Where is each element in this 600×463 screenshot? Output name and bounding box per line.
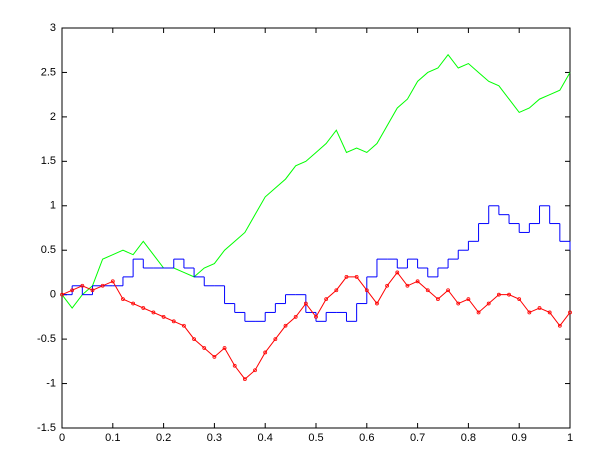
point-marker — [90, 288, 95, 293]
y-tick-label: 2 — [50, 111, 56, 123]
point-marker — [100, 283, 105, 288]
point-marker — [293, 314, 298, 319]
point-marker — [507, 292, 511, 297]
point-marker — [425, 288, 430, 293]
point-marker — [547, 310, 552, 315]
point-marker — [344, 274, 349, 279]
x-tick-label: 0.2 — [156, 432, 171, 444]
point-marker — [60, 292, 64, 297]
y-tick-label: -1.5 — [37, 422, 56, 434]
point-marker — [517, 297, 522, 302]
point-marker — [385, 283, 390, 288]
point-marker — [324, 297, 329, 302]
x-tick-label: 1 — [567, 432, 573, 444]
point-marker — [121, 297, 125, 302]
point-marker — [364, 288, 369, 293]
point-marker — [303, 301, 308, 306]
x-tick-label: 0.5 — [308, 432, 323, 444]
y-tick-label: 2.5 — [41, 66, 56, 78]
point-marker — [436, 297, 440, 302]
point-marker — [476, 310, 481, 315]
point-marker — [527, 310, 532, 315]
point-marker — [273, 337, 278, 342]
point-marker — [131, 301, 136, 306]
point-marker — [80, 283, 85, 288]
x-tick-label: 0.3 — [207, 432, 222, 444]
point-marker — [415, 279, 420, 284]
point-marker — [263, 350, 268, 355]
point-marker — [283, 323, 288, 328]
series-line — [61, 271, 571, 380]
point-marker — [375, 301, 379, 306]
point-marker — [568, 310, 572, 315]
point-marker — [314, 314, 318, 319]
point-marker — [171, 319, 176, 324]
point-marker — [334, 288, 339, 293]
x-tick-label: 0 — [59, 432, 65, 444]
point-marker — [242, 377, 247, 382]
point-marker — [202, 346, 207, 350]
x-tick-label: 0.9 — [512, 432, 527, 444]
y-tick-label: 0 — [50, 289, 56, 301]
y-tick-label: 3 — [50, 22, 56, 34]
point-marker — [212, 354, 217, 359]
point-marker — [161, 314, 166, 319]
point-marker — [405, 283, 410, 288]
point-marker — [486, 301, 491, 306]
x-tick-label: 0.7 — [410, 432, 425, 444]
point-marker — [537, 306, 542, 310]
point-marker — [70, 288, 75, 293]
y-tick-label: -0.5 — [37, 333, 56, 345]
point-marker — [354, 274, 359, 279]
point-marker — [192, 337, 196, 342]
y-tick-label: 0.5 — [41, 244, 56, 256]
x-tick-label: 0.8 — [461, 432, 476, 444]
point-marker — [151, 310, 156, 315]
point-marker — [496, 292, 501, 297]
point-marker — [557, 323, 562, 328]
point-marker — [395, 270, 400, 275]
point-marker — [110, 279, 115, 284]
point-marker — [141, 306, 146, 310]
y-tick-label: 1 — [50, 200, 56, 212]
point-marker — [182, 323, 186, 328]
y-tick-label: -1 — [46, 377, 56, 389]
x-tick-label: 0.1 — [105, 432, 120, 444]
point-marker — [222, 346, 227, 350]
x-tick-label: 0.6 — [359, 432, 374, 444]
point-marker — [232, 363, 237, 368]
y-tick-label: 1.5 — [41, 155, 56, 167]
x-tick-label: 0.4 — [258, 432, 273, 444]
series-line — [61, 53, 571, 309]
point-marker — [253, 368, 257, 373]
point-marker — [456, 301, 461, 306]
point-marker — [466, 297, 471, 302]
point-marker — [446, 288, 450, 293]
